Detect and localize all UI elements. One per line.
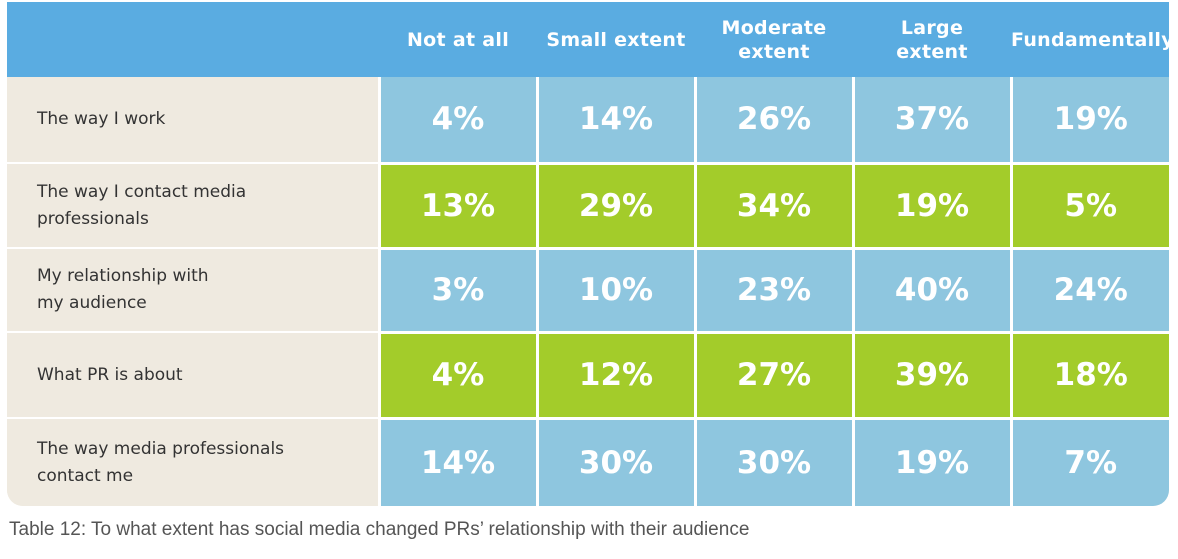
value-cell: 27% [693,332,853,420]
value-cell: 40% [851,248,1011,334]
value-cell: 12% [535,332,695,420]
table-row: What PR is about 4% 12% 27% 39% 18% [7,332,1169,420]
value-cell: 30% [693,418,853,506]
value-cell: 4% [377,332,537,420]
value-cell: 23% [693,248,853,334]
table-caption: Table 12: To what extent has social medi… [9,519,750,540]
column-header: Small extent [537,2,695,77]
table-header-row: Not at all Small extent Moderate extent … [7,2,1169,77]
value-cell: 18% [1009,332,1169,420]
table-row: The way I contact media professionals 13… [7,163,1169,250]
row-label: My relationship with my audience [7,248,379,333]
value-cell: 29% [535,163,695,250]
header-corner-cell [7,2,379,77]
value-cell: 39% [851,332,1011,420]
row-label: The way media professionals contact me [7,418,379,506]
value-cell: 3% [377,248,537,334]
row-label: What PR is about [7,332,379,419]
table-row: The way media professionals contact me 1… [7,418,1169,506]
value-cell: 10% [535,248,695,334]
value-cell: 30% [535,418,695,506]
column-header: Large extent [853,2,1011,77]
column-header: Not at all [379,2,537,77]
value-cell: 14% [535,77,695,165]
column-header: Moderate extent [695,2,853,77]
value-cell: 7% [1009,418,1169,506]
table-row: The way I work 4% 14% 26% 37% 19% [7,77,1169,165]
row-label: The way I contact media professionals [7,163,379,249]
value-cell: 19% [1009,77,1169,165]
results-table: Not at all Small extent Moderate extent … [7,2,1169,506]
value-cell: 24% [1009,248,1169,334]
value-cell: 14% [377,418,537,506]
table-row: My relationship with my audience 3% 10% … [7,248,1169,334]
value-cell: 34% [693,163,853,250]
value-cell: 19% [851,163,1011,250]
row-label: The way I work [7,77,379,164]
column-header: Fundamentally [1011,2,1169,77]
value-cell: 19% [851,418,1011,506]
value-cell: 13% [377,163,537,250]
value-cell: 37% [851,77,1011,165]
value-cell: 26% [693,77,853,165]
value-cell: 4% [377,77,537,165]
value-cell: 5% [1009,163,1169,250]
